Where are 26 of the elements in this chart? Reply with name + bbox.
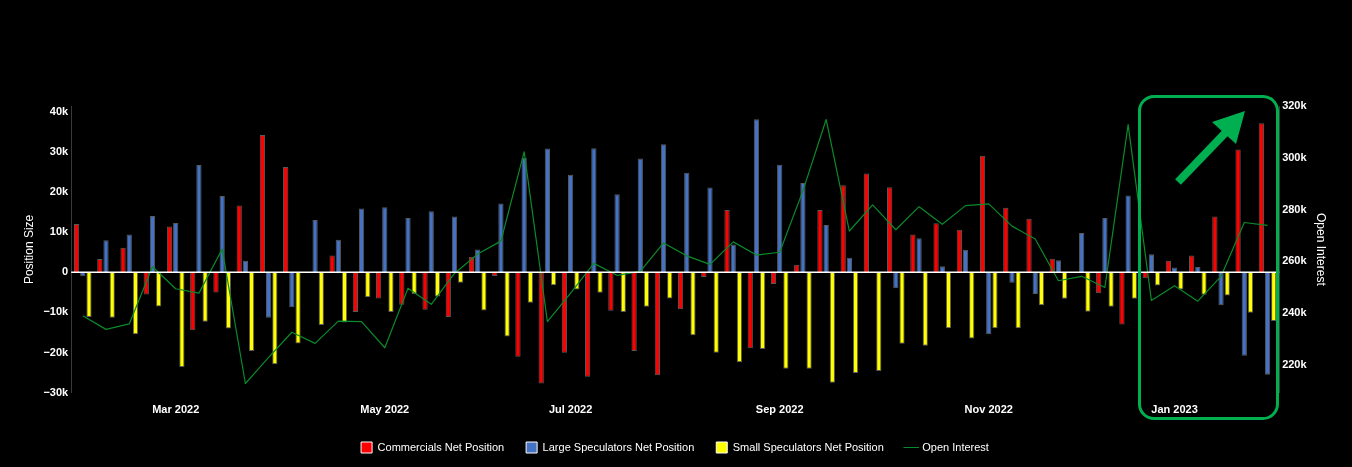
legend-label: Large Speculators Net Position: [542, 440, 695, 453]
y2-tick-label: 280k: [1282, 202, 1308, 215]
x-tick-label: Mar 2022: [152, 403, 200, 416]
x-tick-label: Nov 2022: [964, 403, 1013, 416]
y2-tick-label: 320k: [1282, 99, 1308, 112]
y-tick-label: −20k: [43, 345, 70, 358]
legend-label: Small Speculators Net Position: [732, 440, 884, 453]
x-tick-label: Jul 2022: [548, 403, 593, 416]
y-tick-label: −10k: [43, 305, 70, 318]
y-tick-label: 40k: [49, 104, 70, 117]
y-tick-label: −30k: [43, 385, 70, 398]
legend-label: Open Interest: [922, 440, 989, 453]
y2-tick-label: 260k: [1282, 254, 1308, 267]
x-tick-label: May 2022: [360, 403, 410, 416]
y2-tick-label: 240k: [1282, 306, 1308, 319]
y-tick-label: 20k: [49, 184, 70, 197]
y-axis-title: Position Size: [21, 214, 36, 285]
x-tick-label: Sep 2022: [755, 403, 804, 416]
y-tick-label: 10k: [49, 225, 70, 238]
y2-axis-title: Open Interest: [1314, 213, 1329, 287]
legend-label: Commercials Net Position: [377, 440, 505, 453]
y2-tick-label: 220k: [1282, 357, 1308, 370]
x-tick-label: Jan 2023: [1151, 403, 1198, 416]
y-tick-label: 30k: [49, 144, 70, 157]
y2-tick-label: 300k: [1282, 150, 1308, 163]
y-tick-label: 0: [62, 265, 69, 278]
